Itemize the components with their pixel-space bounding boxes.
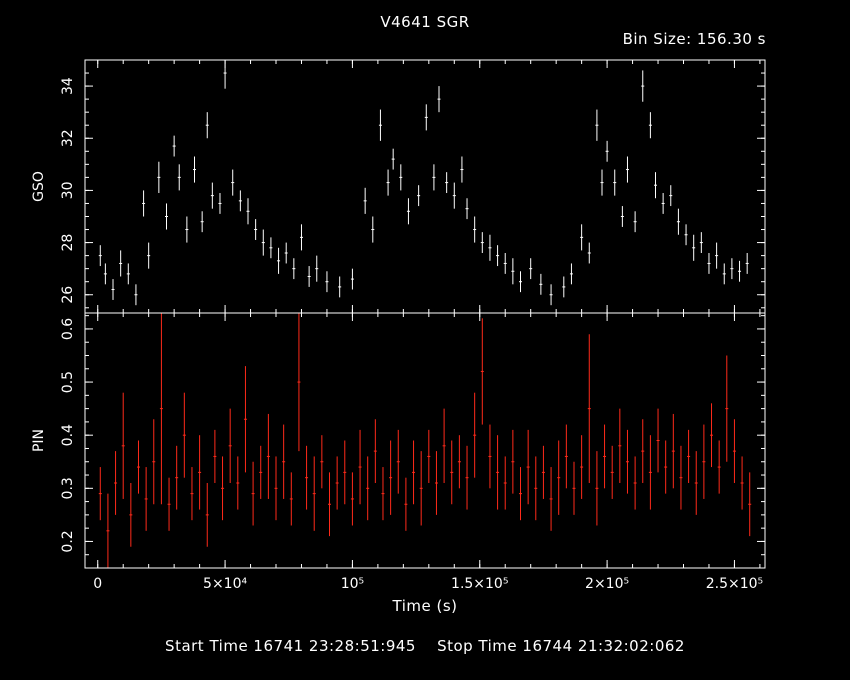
axes: 26 28 30 32 34 GSO 0.2 0.3 0.4 0.5 0.6 PIN 0 5×10⁴ 10⁵… <box>31 59 766 592</box>
y-tick-label: 26 <box>60 286 76 304</box>
chart-title: V4641 SGR <box>380 13 470 31</box>
start-time-label: Start Time 16741 23:28:51:945 <box>165 637 416 655</box>
y-tick-label: 0.2 <box>60 530 76 552</box>
gso-frame <box>84 59 766 314</box>
y-tick-label: 30 <box>60 181 76 199</box>
y-tick-label: 34 <box>60 77 76 95</box>
x-tick-label: 5×10⁴ <box>203 576 247 592</box>
y-tick-label: 0.5 <box>60 371 76 393</box>
pin-frame <box>84 312 766 569</box>
y-tick-label: 0.6 <box>60 318 76 340</box>
y-tick-label: 32 <box>60 129 76 147</box>
gso-panel <box>98 60 749 306</box>
x-tick-label: 0 <box>93 576 102 592</box>
y-tick-label: 28 <box>60 234 76 252</box>
x-tick-label: 1.5×10⁵ <box>451 576 508 592</box>
y-axis-label: GSO <box>31 171 47 202</box>
x-axis-label: Time (s) <box>392 597 458 615</box>
x-tick-label: 10⁵ <box>341 576 364 592</box>
time-range-label: Start Time 16741 23:28:51:945 Stop Time … <box>0 637 850 655</box>
stop-time-label: Stop Time 16744 21:32:02:062 <box>437 637 685 655</box>
x-tick-label: 2.5×10⁵ <box>706 576 763 592</box>
y-axis-label: PIN <box>31 429 47 452</box>
y-tick-label: 0.3 <box>60 477 76 499</box>
x-tick-label: 2×10⁵ <box>585 576 629 592</box>
bin-size-label: Bin Size: 156.30 s <box>622 30 766 48</box>
pin-panel <box>98 313 752 568</box>
y-tick-label: 0.4 <box>60 424 76 446</box>
